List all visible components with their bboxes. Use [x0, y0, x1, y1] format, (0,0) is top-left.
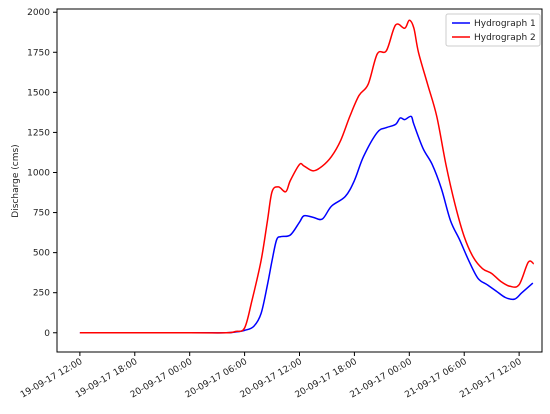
plot-frame [56, 8, 543, 353]
y-tick-label: 1000 [27, 168, 50, 178]
y-tick-label: 1250 [27, 128, 50, 138]
legend-label-hydrograph-1: Hydrograph 1 [474, 19, 536, 29]
y-tick-label: 500 [33, 249, 50, 259]
y-axis-label: Discharge (cms) [11, 144, 21, 217]
series-line-hydrograph-2 [79, 19, 535, 334]
y-tick-label: 1500 [27, 88, 50, 98]
series-line-hydrograph-1 [79, 115, 534, 334]
series-layer [79, 19, 535, 334]
legend: Hydrograph 1 Hydrograph 2 [445, 13, 541, 47]
x-tick-label: 21-09-17 12:00 [458, 357, 524, 401]
legend-box [445, 13, 541, 47]
legend-label-hydrograph-2: Hydrograph 2 [474, 33, 536, 43]
y-tick-label: 2000 [27, 8, 50, 18]
y-tick-label: 750 [33, 209, 50, 219]
y-tick-label: 0 [44, 329, 50, 339]
y-tick-label: 250 [33, 289, 50, 299]
y-tick-label: 1750 [27, 48, 50, 58]
y-axis: 0 250 500 750 1000 1250 1500 1750 2000 [27, 8, 57, 339]
